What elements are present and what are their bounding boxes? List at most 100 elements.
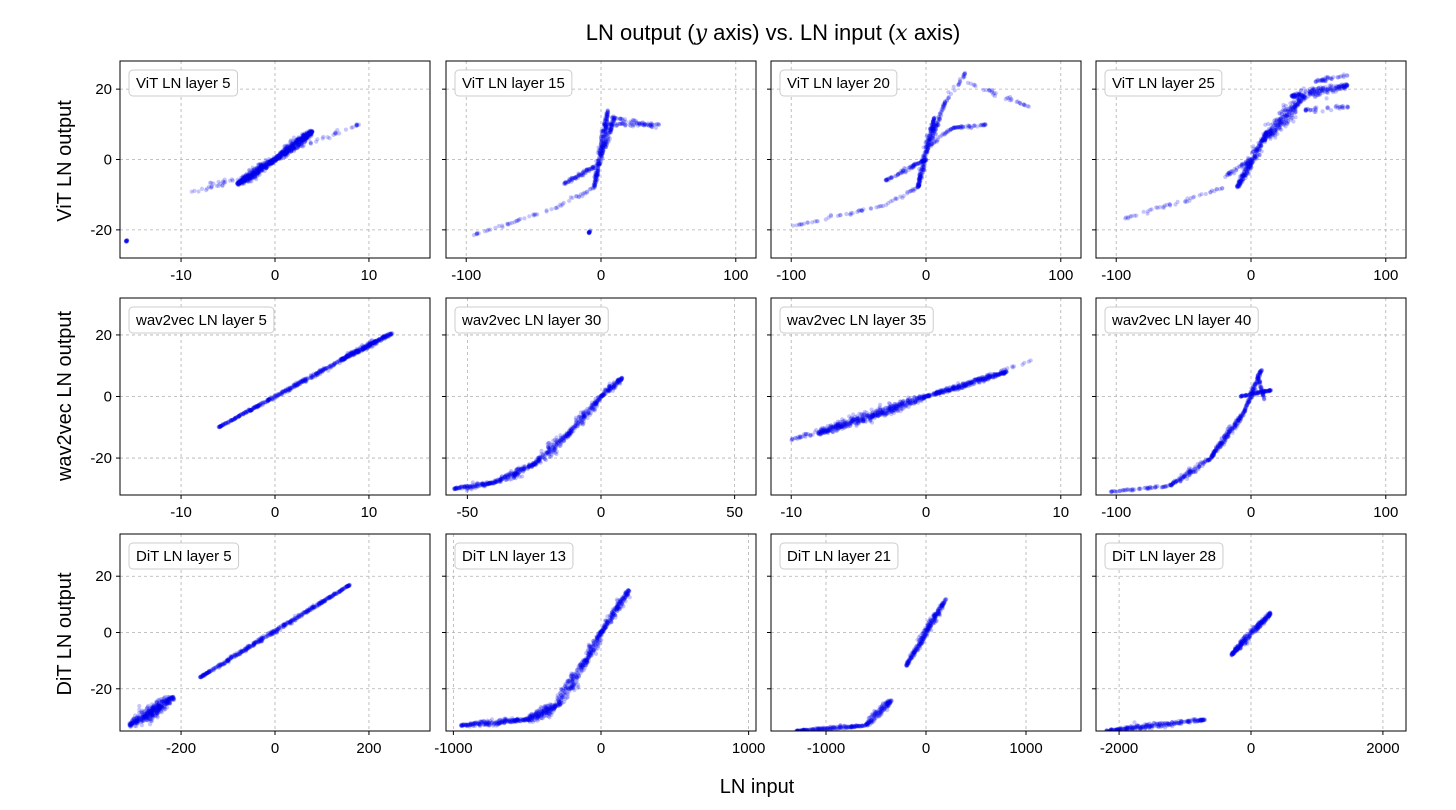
data-point: [1249, 160, 1255, 165]
data-point: [582, 169, 588, 174]
data-point: [376, 338, 381, 343]
data-point: [250, 170, 255, 175]
data-point: [293, 383, 298, 388]
data-point: [587, 166, 592, 171]
data-point: [600, 150, 605, 155]
data-point: [295, 137, 300, 142]
data-point: [247, 168, 252, 173]
data-point: [1271, 131, 1276, 136]
data-point: [931, 126, 936, 132]
data-point: [930, 129, 935, 134]
data-point: [235, 180, 240, 185]
data-point: [1255, 146, 1260, 152]
data-point: [1191, 195, 1196, 200]
data-point: [1302, 94, 1308, 99]
data-point: [597, 156, 602, 161]
data-point: [243, 179, 248, 184]
data-point: [1292, 92, 1297, 97]
data-point: [363, 344, 369, 349]
data-point: [942, 100, 948, 105]
data-point: [280, 151, 285, 156]
data-point: [1289, 108, 1294, 113]
data-point: [925, 150, 930, 155]
data-point: [610, 122, 615, 127]
data-point: [284, 145, 289, 150]
data-point: [358, 346, 363, 352]
data-point: [361, 346, 366, 351]
data-point: [273, 156, 279, 161]
data-point: [645, 121, 651, 126]
data-point: [600, 151, 605, 156]
data-point: [291, 383, 296, 388]
data-point: [374, 339, 379, 344]
data-point: [268, 161, 273, 166]
data-point: [1340, 105, 1345, 110]
data-point: [344, 353, 349, 358]
data-point: [1268, 133, 1273, 138]
data-point: [314, 139, 319, 144]
data-point: [568, 426, 573, 431]
data-point: [220, 422, 225, 427]
data-point: [387, 334, 392, 339]
data-point: [1295, 103, 1300, 109]
data-point: [919, 176, 924, 181]
data-point: [965, 80, 971, 85]
data-point: [611, 117, 617, 122]
data-point: [1285, 108, 1290, 113]
data-point: [580, 170, 586, 175]
data-point: [1175, 199, 1180, 204]
data-point: [243, 176, 248, 181]
data-point: [578, 172, 583, 177]
data-point: [901, 168, 906, 173]
data-point: [257, 166, 263, 171]
data-point: [600, 148, 605, 153]
data-point: [303, 376, 308, 381]
data-point: [303, 133, 308, 138]
data-point: [593, 180, 598, 185]
data-point: [607, 123, 612, 128]
data-point: [596, 162, 602, 167]
data-point: [372, 339, 377, 345]
data-point: [307, 131, 312, 136]
data-point: [388, 331, 393, 337]
data-point: [586, 230, 592, 235]
data-point: [269, 397, 274, 402]
data-point: [963, 124, 968, 129]
data-point: [915, 185, 920, 190]
data-point: [1282, 113, 1287, 118]
data-point: [1254, 156, 1259, 161]
data-point: [251, 173, 257, 178]
data-point: [936, 122, 941, 128]
data-point: [926, 144, 931, 149]
data-point: [592, 185, 597, 190]
data-point: [1283, 103, 1288, 108]
data-point: [272, 158, 278, 163]
data-point: [929, 141, 935, 146]
data-point: [1290, 93, 1295, 98]
data-point: [279, 391, 284, 396]
data-point: [918, 160, 923, 165]
data-point: [284, 150, 289, 155]
data-point: [928, 133, 933, 138]
data-point: [604, 116, 609, 121]
data-point: [952, 88, 957, 93]
data-point: [241, 175, 246, 180]
data-point: [596, 158, 601, 163]
data-point: [600, 144, 605, 149]
data-point: [926, 140, 931, 145]
data-point: [1330, 88, 1335, 93]
data-point: [1329, 76, 1334, 81]
data-point: [924, 148, 929, 153]
data-point: [258, 162, 263, 167]
data-point: [599, 138, 604, 143]
data-point: [1251, 149, 1256, 154]
data-point: [357, 350, 362, 355]
data-point: [282, 390, 287, 395]
data-point: [1277, 124, 1282, 129]
data-point: [310, 129, 315, 134]
data-point: [1155, 205, 1160, 210]
data-point: [575, 174, 580, 179]
data-point: [251, 172, 256, 177]
data-point: [124, 239, 129, 244]
data-point: [1337, 74, 1342, 79]
